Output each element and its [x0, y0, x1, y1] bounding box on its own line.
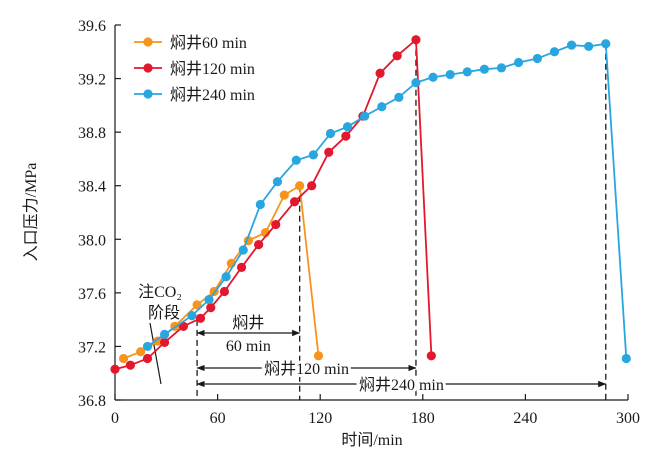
data-point	[254, 240, 264, 250]
legend-item: 焖井240 min	[134, 86, 255, 104]
annotation-guides: 焖井 60 min 焖井120 min 焖井240 min 注CO₂ 阶段	[138, 39, 607, 400]
data-point	[142, 353, 153, 364]
injection-stage-label: 注CO₂	[138, 283, 182, 301]
data-point	[272, 177, 283, 187]
soak-label: 焖井120 min	[264, 360, 349, 378]
data-point	[236, 262, 247, 273]
data-point	[136, 347, 146, 357]
y-tick-label: 38.0	[78, 232, 106, 249]
data-point	[192, 300, 202, 310]
data-point	[238, 245, 248, 255]
data-point	[221, 272, 231, 282]
legend-marker	[143, 37, 153, 47]
data-point	[411, 35, 421, 45]
x-tick-label: 180	[411, 410, 435, 427]
x-tick-label: 300	[616, 410, 640, 427]
data-point	[206, 302, 216, 313]
legend-marker	[143, 89, 153, 99]
data-point	[159, 337, 170, 348]
data-point	[308, 150, 318, 160]
series-layer	[110, 35, 631, 374]
legend-item: 焖井120 min	[134, 60, 255, 78]
data-point	[342, 122, 353, 132]
data-point	[307, 181, 317, 191]
soak-label: 焖井240 min	[359, 376, 444, 394]
data-point	[375, 68, 385, 78]
legend-marker	[143, 63, 153, 73]
data-point	[549, 47, 560, 57]
y-tick-label: 39.2	[78, 72, 106, 89]
y-tick-label: 37.6	[78, 286, 106, 303]
data-point	[291, 155, 301, 165]
data-point	[341, 131, 351, 141]
data-point	[195, 313, 206, 323]
data-point	[445, 69, 455, 80]
injection-stage-label: 阶段	[148, 304, 180, 322]
legend-label: 焖井240 min	[170, 86, 255, 104]
data-point	[204, 294, 214, 305]
data-point	[479, 64, 489, 74]
series-2	[142, 39, 631, 364]
data-point	[392, 51, 402, 61]
data-point	[584, 41, 594, 52]
series-0	[118, 181, 324, 364]
soak-label: 焖井	[232, 314, 264, 332]
legend-label: 焖井60 min	[170, 34, 247, 52]
data-point	[566, 40, 577, 50]
data-point	[601, 39, 611, 49]
data-point	[255, 199, 265, 210]
data-point	[187, 311, 197, 321]
y-tick-label: 38.4	[78, 179, 106, 196]
data-point	[411, 77, 421, 88]
legend-label: 焖井120 min	[170, 60, 255, 78]
data-point	[532, 53, 542, 64]
data-point	[125, 360, 135, 370]
y-tick-label: 39.6	[78, 18, 106, 35]
x-axis-label: 时间/min	[341, 431, 402, 449]
y-tick-label: 36.8	[78, 393, 106, 410]
y-axis-label: 入口压力/MPa	[22, 163, 40, 262]
data-point	[313, 351, 324, 361]
x-tick-label: 120	[308, 410, 332, 427]
data-point	[426, 351, 436, 361]
y-tick-label: 38.8	[78, 125, 106, 142]
y-tick-label: 37.2	[78, 339, 106, 356]
data-point	[142, 341, 153, 352]
data-point	[377, 102, 387, 112]
data-point	[324, 147, 334, 157]
series-line	[146, 42, 628, 359]
legend: 焖井60 min 焖井120 min 焖井240 min	[134, 34, 255, 104]
x-tick-label: 0	[111, 410, 119, 427]
data-point	[325, 128, 336, 139]
data-point	[289, 197, 300, 207]
data-point	[153, 336, 163, 346]
data-point	[110, 364, 120, 374]
data-point	[496, 63, 507, 73]
data-point	[428, 72, 438, 82]
data-point	[462, 67, 472, 77]
data-point	[271, 219, 281, 230]
data-point	[279, 190, 289, 200]
legend-item: 焖井60 min	[134, 34, 247, 52]
data-point	[360, 111, 370, 121]
series-1	[110, 35, 436, 374]
data-point	[513, 57, 524, 68]
data-point	[118, 353, 129, 364]
soak-label: 60 min	[226, 338, 271, 355]
data-point	[295, 181, 305, 191]
data-point	[219, 286, 230, 297]
data-point	[159, 329, 170, 339]
x-tick-label: 60	[210, 410, 226, 427]
data-point	[621, 353, 631, 364]
injection-stage-pointer	[149, 322, 162, 385]
x-tick-label: 240	[513, 410, 537, 427]
axes: 0 60 120 180 240 300 36.8 37.2 37.6 38.0 38.4 38.8 3…	[78, 18, 640, 427]
data-point	[394, 92, 404, 102]
